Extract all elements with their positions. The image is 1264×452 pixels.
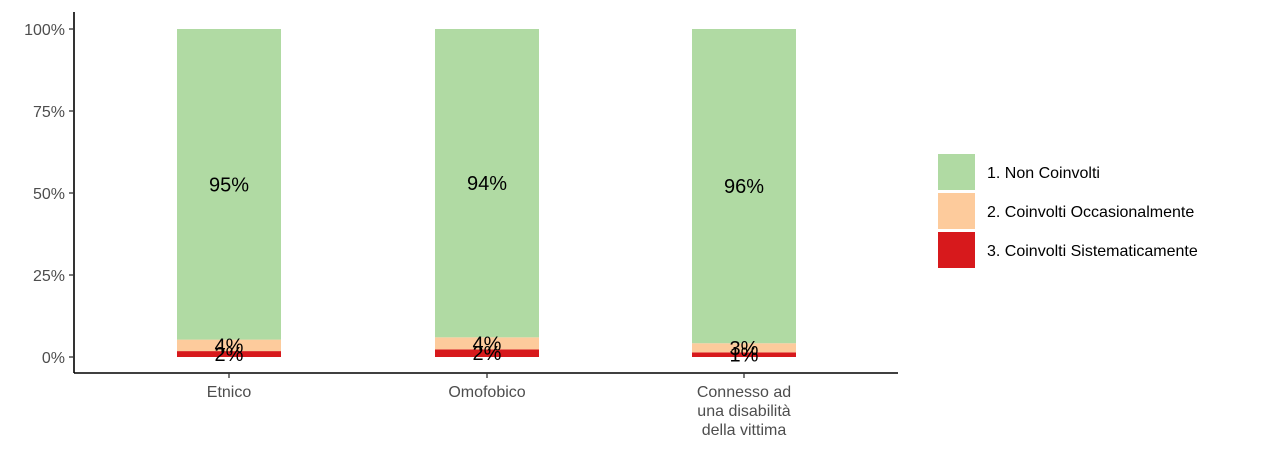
bar-segment <box>692 343 796 353</box>
data-label: 96% <box>724 176 764 198</box>
x-tick-label: Connesso ad <box>697 384 791 401</box>
data-labels-layer: 2%4%95%2%4%94%1%3%96% <box>209 173 764 367</box>
legend-label: 2. Coinvolti Occasionalmente <box>987 204 1194 221</box>
x-tick-label: Omofobico <box>448 384 525 401</box>
data-label: 1% <box>730 345 759 367</box>
bars-layer <box>177 29 796 357</box>
data-label: 95% <box>209 174 249 196</box>
bar-segment <box>435 29 539 338</box>
bar-segment <box>435 337 539 350</box>
data-label: 2% <box>215 344 244 366</box>
data-label: 3% <box>730 338 759 360</box>
legend-key <box>938 193 975 229</box>
x-tick-label: Etnico <box>207 384 252 401</box>
legend: 1. Non Coinvolti 2. Coinvolti Occasionalm… <box>938 154 1198 268</box>
data-label: 2% <box>473 343 502 365</box>
y-tick-label: 25% <box>33 268 65 285</box>
data-label: 94% <box>467 173 507 195</box>
y-tick-label: 100% <box>24 22 65 39</box>
legend-label: 3. Coinvolti Sistematicamente <box>987 243 1198 260</box>
axes-layer: 0% 25% 50% 75% 100% Etnico Omofobico Connesso a… <box>24 12 898 439</box>
y-tick-label: 0% <box>42 350 65 367</box>
bar-segment <box>177 351 281 357</box>
bar-segment <box>177 339 281 352</box>
x-tick-label: della vittima <box>702 422 787 439</box>
legend-label: 1. Non Coinvolti <box>987 165 1100 182</box>
legend-key <box>938 232 975 268</box>
bar-segment <box>435 349 539 357</box>
x-tick-label: una disabilità <box>697 403 791 420</box>
bar-segment <box>692 29 796 344</box>
data-label: 4% <box>473 333 502 355</box>
legend-key <box>938 154 975 190</box>
y-tick-label: 75% <box>33 104 65 121</box>
bar-segment <box>177 29 281 340</box>
data-label: 4% <box>215 335 244 357</box>
y-tick-label: 50% <box>33 186 65 203</box>
bar-segment <box>692 352 796 357</box>
